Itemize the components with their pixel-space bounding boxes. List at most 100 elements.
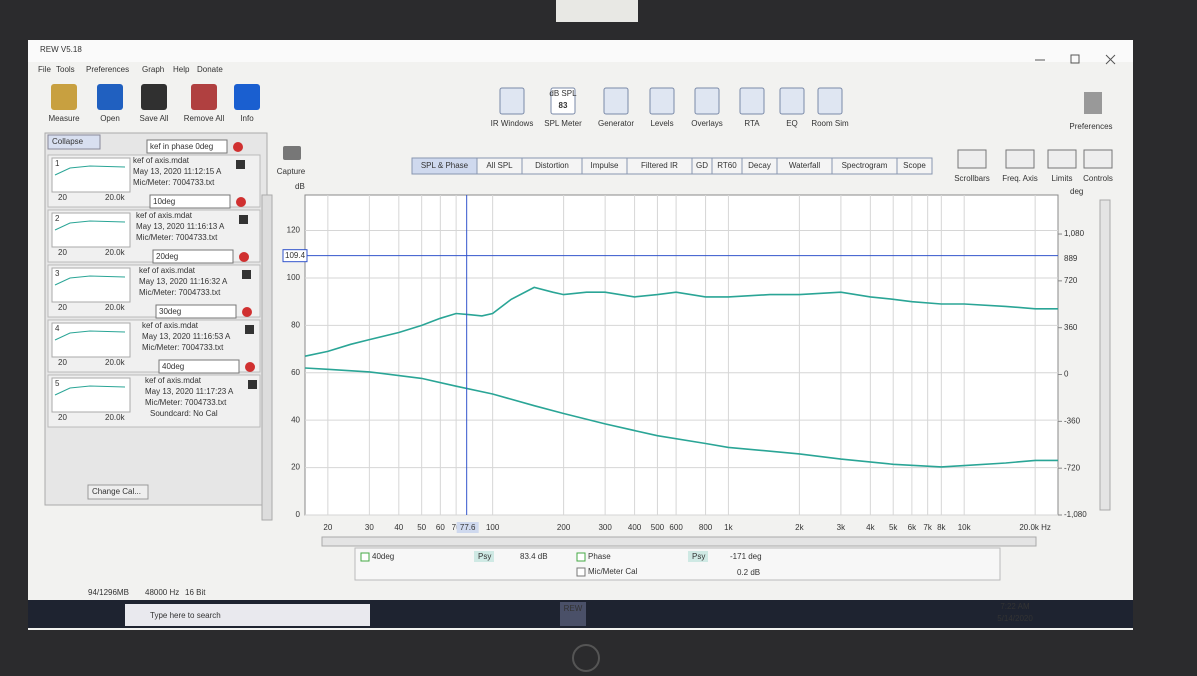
control-icon[interactable] bbox=[957, 149, 987, 169]
remove-button[interactable] bbox=[242, 307, 252, 317]
close[interactable] bbox=[1105, 54, 1116, 65]
toolbar-label[interactable]: Save All bbox=[140, 114, 169, 123]
name-box[interactable] bbox=[152, 249, 234, 264]
toolbar-label[interactable]: Overlays bbox=[691, 119, 723, 128]
tab-label[interactable]: Spectrogram bbox=[842, 161, 888, 170]
tab[interactable] bbox=[896, 157, 933, 175]
tab-label[interactable]: SPL & Phase bbox=[421, 161, 469, 170]
toolbar-label[interactable]: Room Sim bbox=[811, 119, 849, 128]
menu-item[interactable]: Help bbox=[173, 65, 190, 74]
toolbar-icon[interactable] bbox=[141, 84, 167, 110]
toolbar-icon[interactable] bbox=[191, 84, 217, 110]
tab-label[interactable]: All SPL bbox=[486, 161, 513, 170]
toolbar-icon[interactable] bbox=[51, 84, 77, 110]
collapse-button[interactable] bbox=[47, 134, 101, 150]
color-swatch[interactable] bbox=[242, 270, 251, 279]
name-box[interactable] bbox=[158, 359, 240, 374]
y2-tick-label: 720 bbox=[1064, 276, 1078, 285]
menu-item[interactable]: Preferences bbox=[86, 65, 129, 74]
toolbar-icon[interactable] bbox=[234, 84, 260, 110]
change-cal-label[interactable]: Change Cal... bbox=[92, 487, 141, 496]
toolbar-icon[interactable] bbox=[817, 87, 843, 115]
menu-item[interactable]: Donate bbox=[197, 65, 223, 74]
color-swatch[interactable] bbox=[236, 160, 245, 169]
toolbar-icon[interactable] bbox=[499, 87, 525, 115]
rew-taskbar-icon[interactable] bbox=[560, 602, 586, 626]
smoothing-box[interactable] bbox=[474, 551, 494, 562]
control-icon[interactable] bbox=[1005, 149, 1035, 169]
v-scrollbar[interactable] bbox=[1099, 199, 1111, 511]
toolbar-label[interactable]: Levels bbox=[650, 119, 673, 128]
checkbox[interactable] bbox=[576, 567, 586, 577]
toolbar-label[interactable]: Remove All bbox=[184, 114, 225, 123]
toolbar-icon[interactable] bbox=[694, 87, 720, 115]
status-text: 48000 Hz bbox=[145, 588, 179, 597]
panel-scrollbar[interactable] bbox=[261, 194, 273, 521]
control-label[interactable]: Scrollbars bbox=[954, 174, 990, 183]
toolbar-label[interactable]: Info bbox=[240, 114, 254, 123]
tab-label[interactable]: Waterfall bbox=[789, 161, 820, 170]
tab-label[interactable]: Distortion bbox=[535, 161, 569, 170]
tab-label[interactable]: RT60 bbox=[717, 161, 737, 170]
control-label[interactable]: Limits bbox=[1052, 174, 1073, 183]
name-box[interactable] bbox=[155, 304, 237, 319]
toolbar-icon[interactable] bbox=[97, 84, 123, 110]
tab-label[interactable]: Impulse bbox=[590, 161, 619, 170]
checkbox[interactable] bbox=[576, 552, 586, 562]
menu-item[interactable]: Tools bbox=[56, 65, 75, 74]
measurement-name[interactable]: kef in phase 0deg bbox=[150, 142, 213, 151]
toolbar-label[interactable]: EQ bbox=[786, 119, 798, 128]
control-label[interactable]: Freq. Axis bbox=[1002, 174, 1038, 183]
tab-label[interactable]: GD bbox=[696, 161, 708, 170]
capture-icon[interactable] bbox=[283, 146, 301, 160]
capture-label[interactable]: Capture bbox=[277, 167, 306, 176]
tab-label[interactable]: Scope bbox=[903, 161, 926, 170]
color-swatch[interactable] bbox=[239, 215, 248, 224]
collapse-label[interactable]: Collapse bbox=[52, 137, 84, 146]
hp-logo bbox=[572, 644, 600, 672]
smoothing-box[interactable] bbox=[688, 551, 708, 562]
toolbar-label[interactable]: IR Windows bbox=[491, 119, 534, 128]
change-cal-button[interactable] bbox=[87, 484, 149, 500]
toolbar-icon[interactable] bbox=[649, 87, 675, 115]
remove-button[interactable] bbox=[233, 142, 243, 152]
search-placeholder[interactable]: Type here to search bbox=[150, 611, 221, 620]
measurement-name[interactable]: 20deg bbox=[156, 252, 178, 261]
checkbox[interactable] bbox=[360, 552, 370, 562]
measurement-name[interactable]: 10deg bbox=[153, 197, 175, 206]
remove-button[interactable] bbox=[245, 362, 255, 372]
maximize[interactable] bbox=[1070, 54, 1080, 64]
control-icon[interactable] bbox=[1047, 149, 1077, 169]
toolbar-label[interactable]: Measure bbox=[48, 114, 80, 123]
tab-label[interactable]: Decay bbox=[748, 161, 771, 170]
x-tick-label: 600 bbox=[669, 523, 683, 532]
taskbar-app[interactable]: REW bbox=[564, 604, 583, 613]
remove-button[interactable] bbox=[236, 197, 246, 207]
measurement-cal: Mic/Meter: 7004733.txt bbox=[139, 288, 221, 297]
name-box[interactable] bbox=[149, 194, 231, 209]
mini-graph bbox=[51, 267, 131, 303]
measurement-name[interactable]: 40deg bbox=[162, 362, 184, 371]
toolbar-icon[interactable] bbox=[603, 87, 629, 115]
h-scrollbar[interactable] bbox=[321, 536, 1037, 547]
color-swatch[interactable] bbox=[245, 325, 254, 334]
toolbar-label[interactable]: RTA bbox=[744, 119, 760, 128]
control-icon[interactable] bbox=[1083, 149, 1113, 169]
toolbar-icon[interactable] bbox=[739, 87, 765, 115]
toolbar-label[interactable]: Generator bbox=[598, 119, 634, 128]
color-swatch[interactable] bbox=[248, 380, 257, 389]
menu-item[interactable]: Graph bbox=[142, 65, 164, 74]
toolbar-icon[interactable] bbox=[779, 87, 805, 115]
toolbar-label[interactable]: Open bbox=[100, 114, 120, 123]
preferences-label[interactable]: Preferences bbox=[1069, 122, 1112, 131]
toolbar-icon[interactable] bbox=[550, 87, 576, 115]
menu-item[interactable]: File bbox=[38, 65, 51, 74]
toolbar-label[interactable]: SPL Meter bbox=[544, 119, 582, 128]
control-label[interactable]: Controls bbox=[1083, 174, 1113, 183]
tab-label[interactable]: Filtered IR bbox=[641, 161, 678, 170]
measurement-name[interactable]: 30deg bbox=[159, 307, 181, 316]
preferences-icon[interactable] bbox=[1084, 92, 1102, 114]
search-box[interactable] bbox=[125, 604, 370, 626]
remove-button[interactable] bbox=[239, 252, 249, 262]
name-box[interactable] bbox=[146, 139, 228, 154]
